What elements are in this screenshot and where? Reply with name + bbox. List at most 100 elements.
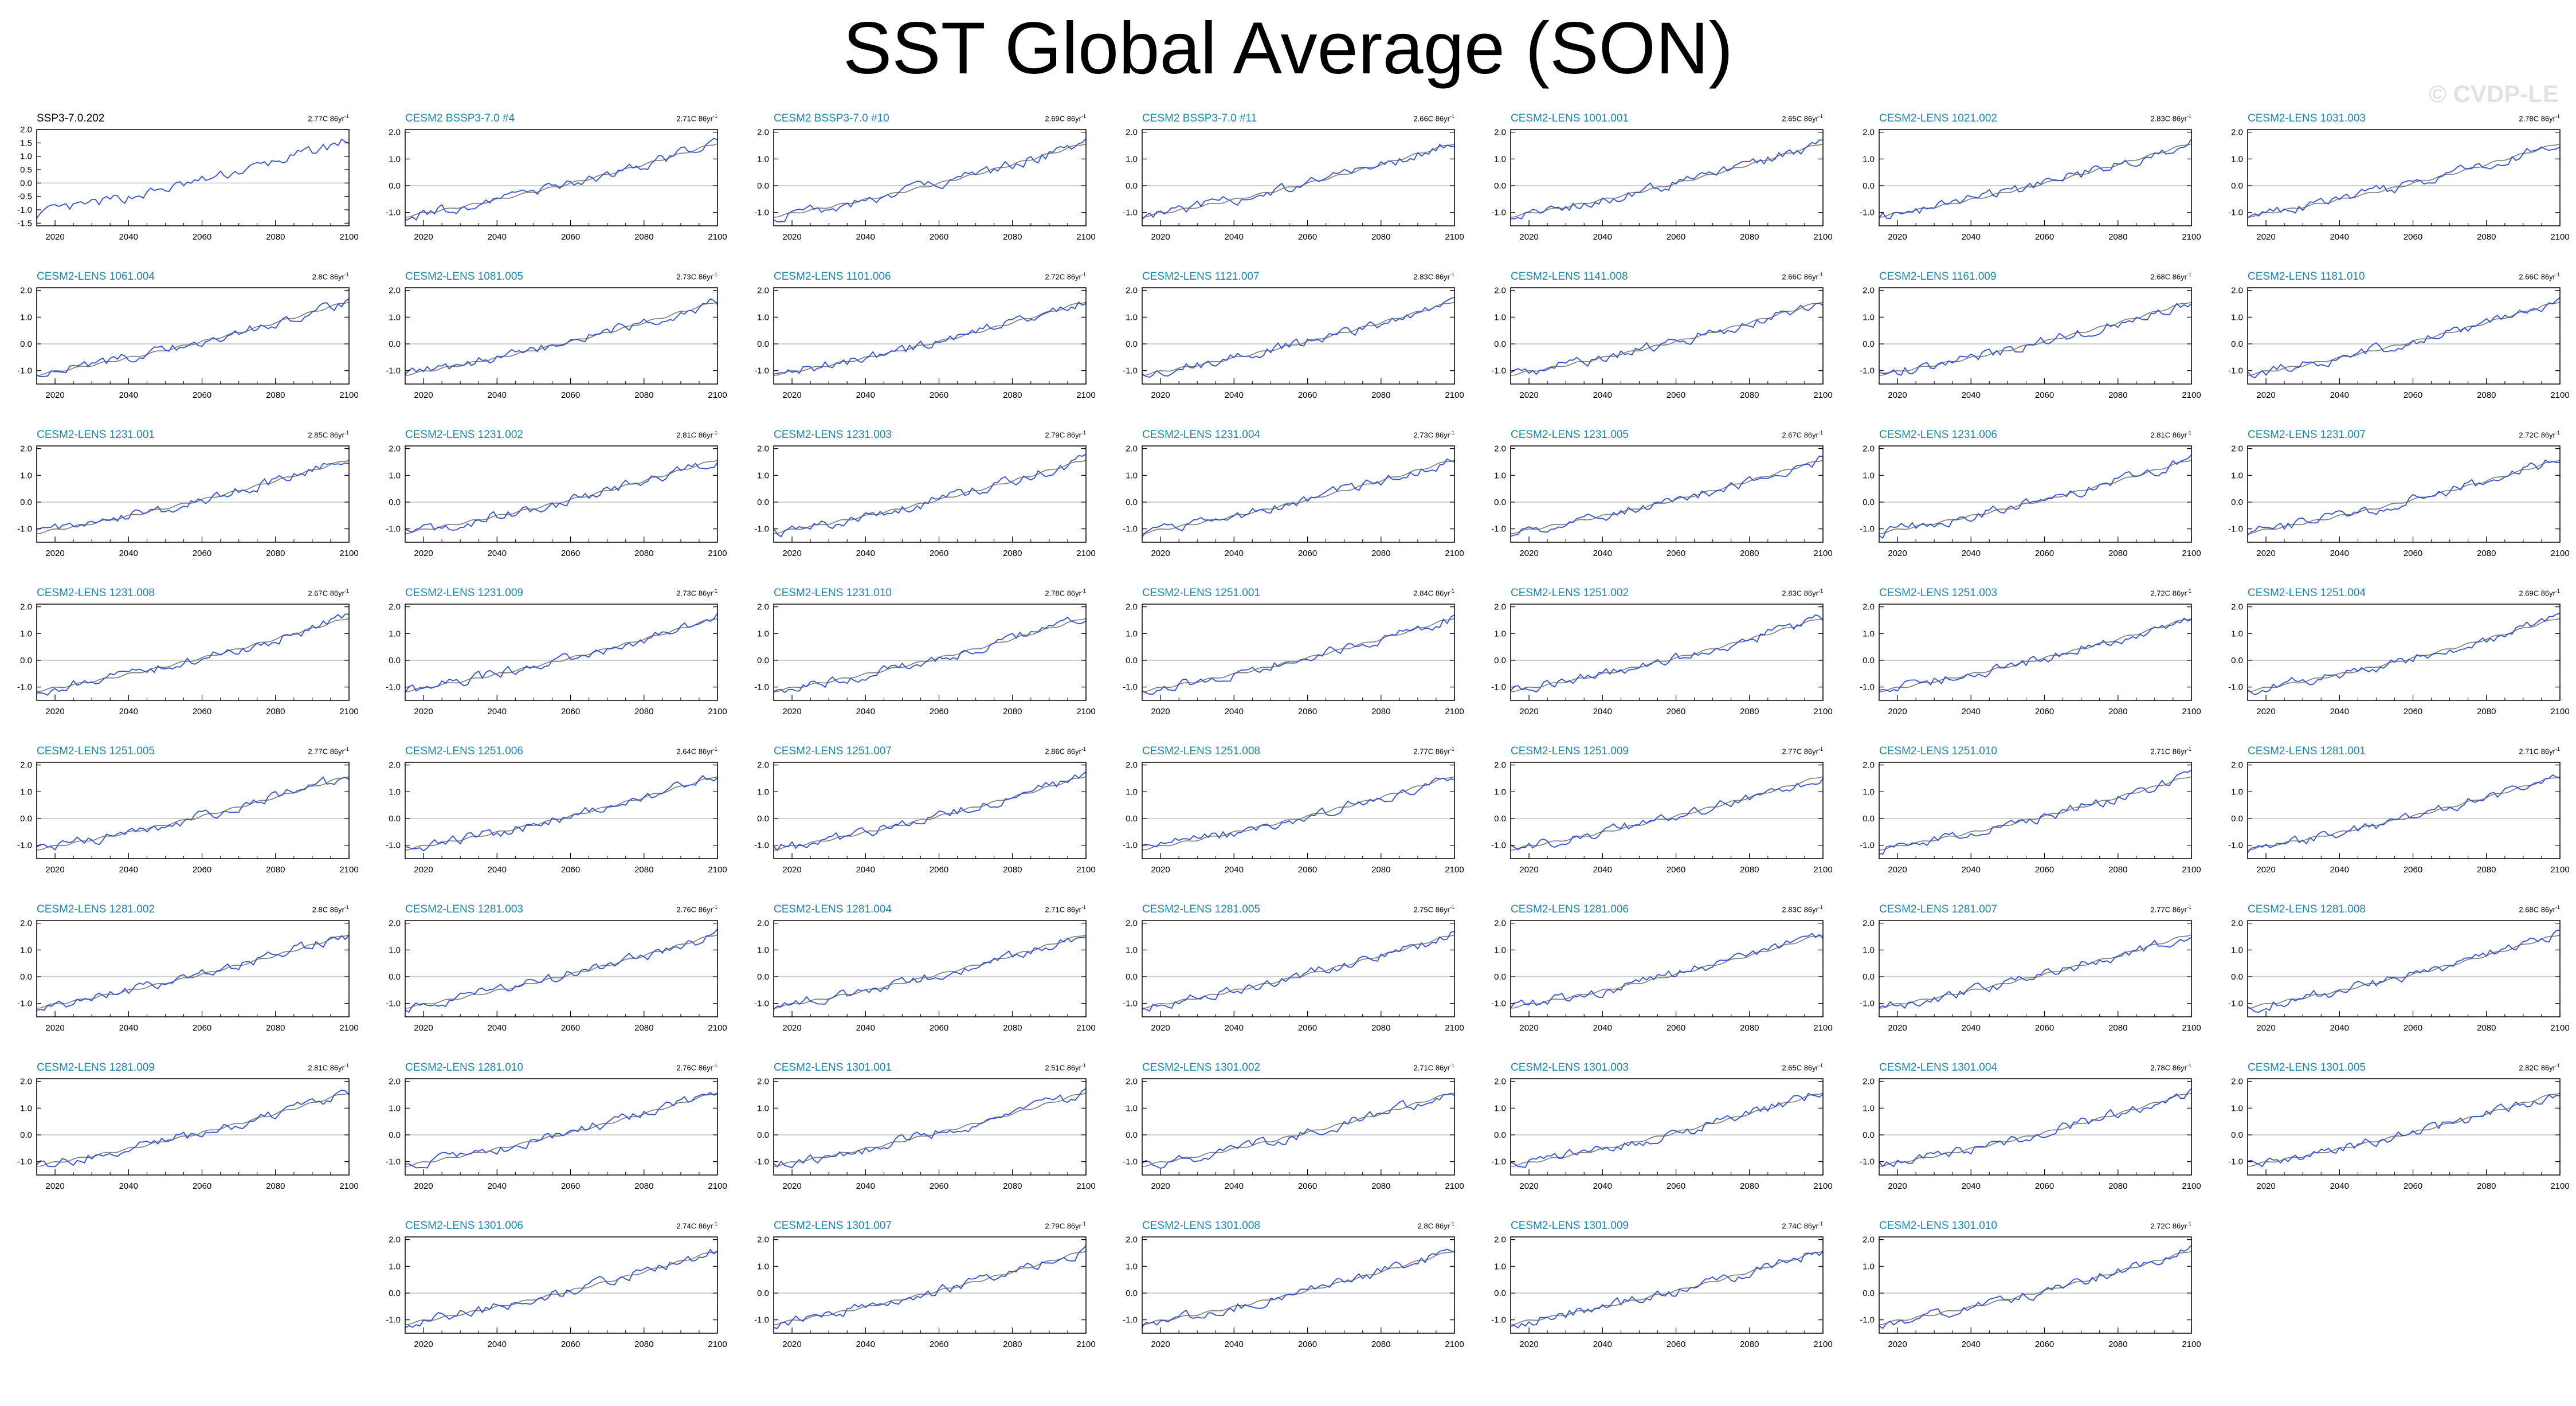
y-tick-label: 0.0 [1494,814,1506,824]
x-tick-label: 2020 [782,232,801,242]
x-tick-label: 2100 [339,390,358,400]
panel-title: CESM2-LENS 1251.003 [1879,587,1997,599]
x-tick-label: 2040 [119,1023,138,1033]
y-tick-label: -1.0 [1860,366,1875,376]
x-tick-label: 2040 [1593,232,1612,242]
x-tick-label: 2100 [708,232,727,242]
chart-panel: CESM2-LENS 1301.007 2.79C 86yr-1 2020 2040 2… [739,1220,1096,1356]
x-tick-label: 2020 [1519,232,1538,242]
y-tick-label: 2.0 [389,128,401,138]
plot-frame [405,129,718,226]
member-series-line [405,298,718,375]
y-tick-label: -1.0 [1123,1157,1138,1167]
x-tick-label: 2100 [1813,549,1832,558]
trend-label: 2.83C 86yr-1 [1782,904,1823,914]
x-tick-label: 2100 [1076,1340,1095,1349]
member-series-line [1510,1251,1824,1329]
x-tick-label: 2060 [561,390,580,400]
panel-plot: 2020 2040 2060 2080 2100 2.0 1.0 0.0 -1.0 [2228,128,2570,242]
x-tick-label: 2040 [1962,1181,1981,1191]
panel-title: CESM2-LENS 1231.003 [774,429,892,441]
trend-value: 2.68 [2150,272,2165,281]
x-tick-label: 2020 [1888,549,1907,558]
x-tick-label: 2060 [2035,549,2054,558]
y-tick-label: 1.0 [1494,312,1506,322]
y-tick-label: 0.0 [20,498,32,507]
trend-label: 2.83C 86yr-1 [2150,113,2191,123]
panel-plot: 2020 2040 2060 2080 2100 2.0 1.0 0.0 -1.0 [1123,128,1464,242]
x-tick-label: 2080 [266,707,285,716]
trend-value: 2.73 [676,589,691,598]
x-tick-label: 2020 [1519,707,1538,716]
x-tick-label: 2060 [1298,390,1317,400]
y-tick-label: -1.0 [1860,683,1875,692]
x-tick-label: 2020 [45,1181,64,1191]
x-tick-label: 2100 [2182,1340,2201,1349]
y-tick-label: -1.0 [1123,1315,1138,1325]
trend-unit: C 86yr [322,905,344,914]
x-tick-label: 2080 [2477,232,2496,242]
plot-frame [2247,920,2561,1017]
plot-frame [405,604,718,701]
x-tick-label: 2040 [1593,549,1612,558]
y-tick-label: -1.0 [1123,208,1138,218]
x-tick-label: 2020 [1151,707,1170,716]
panel-plot: 2020 2040 2060 2080 2100 2.0 1.0 0.0 -1.0 [2228,286,2570,400]
trend-value: 2.77 [1413,747,1428,756]
x-tick-label: 2100 [2182,1023,2201,1033]
y-tick-label: 2.0 [1863,444,1875,454]
plot-frame [2247,129,2561,226]
trend-exponent: -1 [2186,113,2191,119]
y-tick-label: 0.0 [389,814,401,824]
panel-plot: 2020 2040 2060 2080 2100 2.0 1.0 0.0 -1.0 [386,286,727,400]
x-tick-label: 2040 [119,390,138,400]
x-tick-label: 2100 [1813,232,1832,242]
x-tick-label: 2020 [782,549,801,558]
panel-plot: 2020 2040 2060 2080 2100 2.0 1.0 0.0 -1.0 [1860,1077,2201,1191]
trend-value: 2.77 [1782,747,1797,756]
plot-frame [1510,445,1824,543]
plot-frame [1879,1236,2192,1334]
trend-value: 2.72 [2150,589,2165,598]
y-tick-label: 0.5 [20,165,32,175]
x-tick-label: 2100 [2550,1181,2569,1191]
trend-value: 2.86 [1045,747,1060,756]
panel-plot: 2020 2040 2060 2080 2100 2.0 1.0 0.0 -1.0 [754,919,1096,1033]
ensemble-mean-line [1510,934,1824,1009]
y-tick-label: -1.0 [1123,999,1138,1009]
x-tick-label: 2040 [2330,390,2349,400]
x-tick-label: 2060 [1298,865,1317,875]
panel-title: CESM2-LENS 1231.007 [2248,429,2366,441]
x-tick-label: 2100 [1813,1181,1832,1191]
ensemble-mean-line [1142,143,1455,218]
panel-plot: 2020 2040 2060 2080 2100 2.0 1.0 0.0 -1.0 [386,761,727,875]
member-series-line [1879,139,2192,220]
plot-frame [405,1078,718,1176]
trend-unit: C 86yr [691,589,713,598]
ensemble-mean-line [773,1251,1087,1325]
ensemble-mean-line [1510,1092,1824,1167]
chart-panel: CESM2-LENS 1281.010 2.76C 86yr-1 2020 2040 2… [371,1062,727,1198]
panel-plot: 2020 2040 2060 2080 2100 2.0 1.0 0.0 -1.0 [1123,602,1464,716]
chart-panel: CESM2-LENS 1251.010 2.71C 86yr-1 2020 2040 2… [1845,745,2201,882]
y-tick-label: 0.0 [1126,814,1138,824]
plot-frame [773,1078,1087,1176]
y-tick-label: 0.0 [1494,1130,1506,1140]
chart-panel: CESM2-LENS 1281.008 2.68C 86yr-1 2020 2040 2… [2213,903,2570,1040]
trend-value: 2.85 [308,430,323,440]
trend-exponent: -1 [712,588,717,594]
x-tick-label: 2040 [1962,390,1981,400]
x-tick-label: 2040 [1962,549,1981,558]
chart-panel: CESM2-LENS 1301.010 2.72C 86yr-1 2020 2040 2… [1845,1220,2201,1356]
y-tick-label: 2.0 [1863,1077,1875,1087]
panel-title: CESM2-LENS 1231.004 [1142,429,1260,441]
x-tick-label: 2040 [2330,232,2349,242]
y-tick-label: 0.0 [757,181,769,191]
y-tick-label: 0.0 [1863,339,1875,349]
x-tick-label: 2080 [2477,1181,2496,1191]
member-series-line [773,936,1087,1010]
x-tick-label: 2060 [561,1181,580,1191]
x-tick-label: 2080 [266,865,285,875]
trend-unit: C 86yr [691,747,713,756]
member-series-line [36,776,350,851]
